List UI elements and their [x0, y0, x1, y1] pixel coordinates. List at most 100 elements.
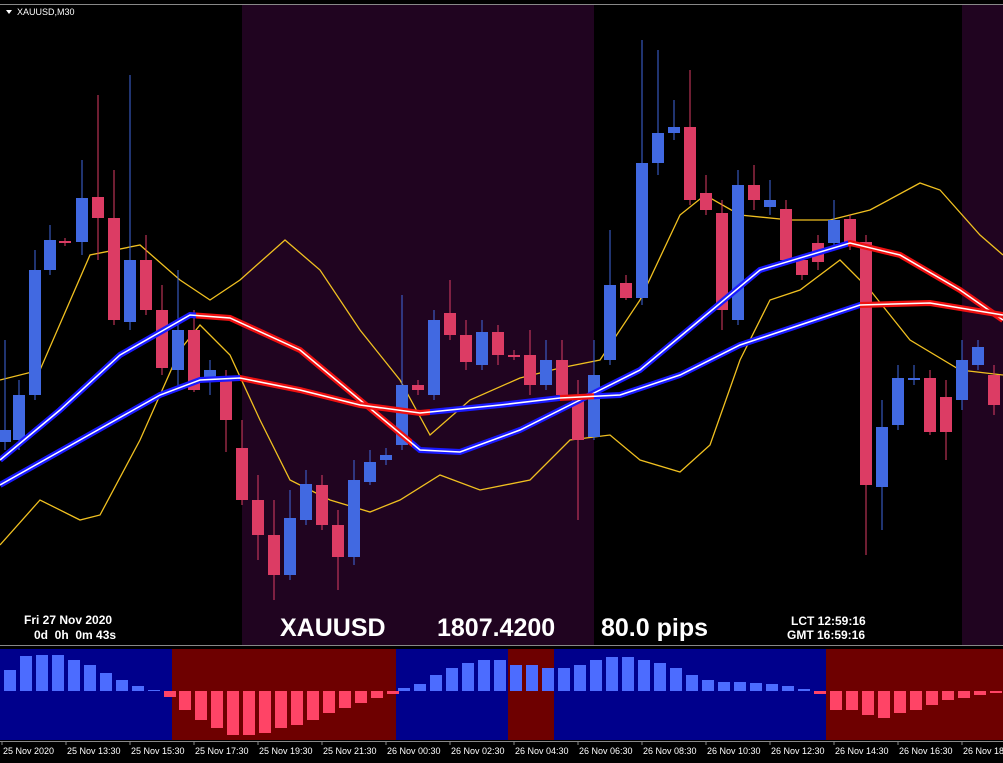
histogram-bar	[371, 691, 383, 698]
candle-body	[76, 198, 88, 242]
candle-body	[156, 310, 168, 368]
histogram-bar	[164, 691, 176, 697]
histogram-bar	[846, 691, 858, 710]
countdown: 0d 0h 0m 43s	[34, 628, 116, 642]
candle-body	[668, 127, 680, 133]
session-zone	[242, 5, 594, 645]
menu-arrow[interactable]	[6, 10, 12, 14]
envelope-line	[0, 182, 1003, 437]
time-label: 26 Nov 12:30	[771, 746, 825, 756]
histogram-bar	[398, 688, 410, 691]
histogram-bar	[974, 691, 986, 695]
candle-body	[860, 242, 872, 485]
histogram-bar	[510, 665, 522, 691]
candle-body	[380, 455, 392, 460]
session-zone	[962, 5, 1003, 645]
candle-body	[332, 525, 344, 557]
candle-body	[588, 375, 600, 437]
histogram-bar	[446, 668, 458, 691]
candle-body	[476, 332, 488, 365]
histogram-bar	[814, 691, 826, 694]
histogram-bar	[227, 691, 239, 735]
histogram-bar	[990, 691, 1002, 693]
candle-body	[748, 185, 760, 200]
candle-body	[444, 313, 456, 335]
gmt-time: GMT 16:59:16	[787, 628, 865, 642]
histogram-bar	[606, 657, 618, 691]
time-label: 25 Nov 15:30	[131, 746, 185, 756]
candle-body	[252, 500, 264, 535]
histogram-bar	[355, 691, 367, 703]
candle-body	[972, 347, 984, 365]
histogram-bar	[942, 691, 954, 700]
histogram-bar	[323, 691, 335, 713]
histogram-bar	[542, 668, 554, 691]
window-title: XAUUSD,M30	[17, 7, 75, 17]
histogram-bar	[132, 686, 144, 691]
time-label: 26 Nov 00:30	[387, 746, 441, 756]
histogram-bar	[766, 684, 778, 691]
candle-body	[732, 185, 744, 320]
histogram-bar	[148, 690, 160, 691]
candle-body	[29, 270, 41, 395]
price: 1807.4200	[437, 614, 555, 642]
histogram-bar	[414, 684, 426, 691]
histogram-bar	[574, 665, 586, 691]
histogram-bar	[20, 656, 32, 691]
candle-body	[956, 360, 968, 400]
histogram-bar	[52, 655, 64, 691]
histogram-bar	[702, 680, 714, 691]
candle-body	[13, 395, 25, 440]
indicator-panel	[0, 649, 1003, 740]
candle-body	[700, 193, 712, 210]
time-label: 25 Nov 2020	[3, 746, 54, 756]
candle-body	[636, 163, 648, 298]
time-label: 25 Nov 19:30	[259, 746, 313, 756]
histogram-bar	[910, 691, 922, 710]
candle-body	[220, 378, 232, 420]
candle-body	[652, 133, 664, 163]
time-label: 26 Nov 06:30	[579, 746, 633, 756]
histogram-bar	[478, 660, 490, 691]
histogram-bar	[654, 663, 666, 691]
candle-body	[604, 285, 616, 360]
candle-body	[316, 485, 328, 525]
histogram-bar	[830, 691, 842, 710]
histogram-bar	[958, 691, 970, 698]
symbol: XAUUSD	[280, 614, 386, 642]
histogram-bar	[558, 668, 570, 691]
time-label: 26 Nov 08:30	[643, 746, 697, 756]
histogram-bar	[307, 691, 319, 720]
histogram-bar	[622, 657, 634, 691]
spread: 80.0 pips	[601, 614, 708, 642]
candle-body	[684, 127, 696, 200]
histogram-bar	[670, 668, 682, 691]
candle-body	[59, 241, 71, 243]
histogram-bar	[430, 675, 442, 691]
time-label: 26 Nov 10:30	[707, 746, 761, 756]
histogram-bar	[526, 665, 538, 691]
time-label: 26 Nov 14:30	[835, 746, 889, 756]
zone-bull	[396, 649, 508, 740]
candle-body	[124, 260, 136, 322]
histogram-bar	[462, 663, 474, 691]
histogram-bar	[100, 673, 112, 691]
time-label: 26 Nov 04:30	[515, 746, 569, 756]
candle-body	[204, 370, 216, 380]
candle-body	[348, 480, 360, 557]
date-label: Fri 27 Nov 2020	[24, 613, 112, 627]
histogram-bar	[259, 691, 271, 733]
histogram-bar	[750, 683, 762, 691]
candle-body	[492, 332, 504, 355]
candle-body	[460, 335, 472, 362]
histogram-bar	[686, 675, 698, 691]
candle-body	[236, 448, 248, 500]
candle-body	[188, 330, 200, 390]
histogram-bar	[734, 682, 746, 691]
histogram-bar	[179, 691, 191, 710]
candle-body	[796, 260, 808, 275]
time-label: 26 Nov 02:30	[451, 746, 505, 756]
candle-body	[524, 355, 536, 385]
histogram-bar	[84, 665, 96, 691]
